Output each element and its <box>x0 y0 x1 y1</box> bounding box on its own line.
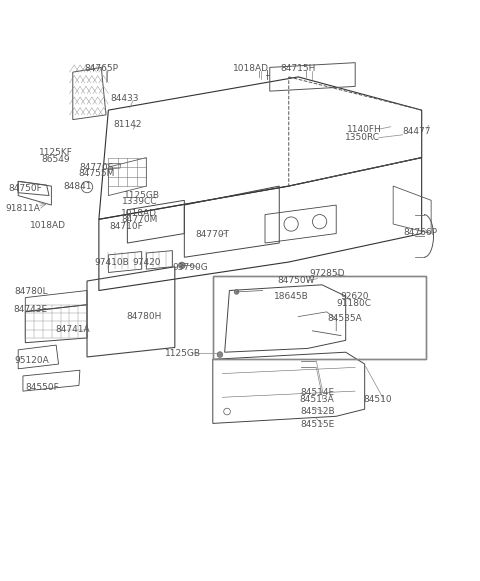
Text: 86549: 86549 <box>42 155 71 163</box>
Text: 84780H: 84780H <box>126 312 162 321</box>
Circle shape <box>179 262 185 268</box>
Text: 84770T: 84770T <box>196 231 230 239</box>
Text: 84750W: 84750W <box>277 276 315 285</box>
Text: 81142: 81142 <box>113 120 142 129</box>
Text: 93790G: 93790G <box>172 263 208 272</box>
Text: 97410B: 97410B <box>95 259 130 267</box>
Text: 1140FH: 1140FH <box>348 124 382 134</box>
Text: 84715H: 84715H <box>280 64 316 73</box>
Text: 84514E: 84514E <box>300 388 334 397</box>
Text: 97285D: 97285D <box>309 270 345 278</box>
Bar <box>213 276 426 359</box>
Text: 84743E: 84743E <box>13 305 47 314</box>
Text: 84515E: 84515E <box>300 420 335 429</box>
Text: 84770S: 84770S <box>79 163 114 171</box>
Text: 84741A: 84741A <box>56 325 90 334</box>
Text: 1125KF: 1125KF <box>39 148 73 157</box>
Text: 84750F: 84750F <box>9 184 42 193</box>
Text: 84770M: 84770M <box>121 215 157 224</box>
Text: 1125GB: 1125GB <box>166 349 202 358</box>
Text: 91180C: 91180C <box>337 299 372 309</box>
Text: 95120A: 95120A <box>14 356 49 365</box>
Text: 84710F: 84710F <box>109 222 143 231</box>
Text: 84780L: 84780L <box>15 287 48 296</box>
Text: 84765P: 84765P <box>84 64 118 73</box>
Text: 84512B: 84512B <box>300 407 335 416</box>
Text: 84477: 84477 <box>403 127 431 136</box>
Text: 1018AD: 1018AD <box>30 221 66 231</box>
Text: 91811A: 91811A <box>5 205 40 213</box>
Text: 84433: 84433 <box>111 94 139 103</box>
Text: 1339CC: 1339CC <box>121 197 157 206</box>
Circle shape <box>217 352 223 357</box>
Text: 84513A: 84513A <box>300 394 335 404</box>
Circle shape <box>234 289 239 295</box>
Text: 84766P: 84766P <box>404 228 438 237</box>
Bar <box>213 276 426 359</box>
Text: 1350RC: 1350RC <box>345 133 380 142</box>
Text: 1125GB: 1125GB <box>123 191 159 200</box>
Text: 84841: 84841 <box>63 182 92 191</box>
Text: 84510: 84510 <box>364 394 392 404</box>
Text: 1018AD: 1018AD <box>121 209 157 218</box>
Text: 97420: 97420 <box>132 259 161 267</box>
Text: 84550F: 84550F <box>25 383 59 392</box>
Text: 84755M: 84755M <box>78 168 115 178</box>
Text: 84535A: 84535A <box>327 314 362 324</box>
Text: 1018AD: 1018AD <box>233 64 269 73</box>
Text: 18645B: 18645B <box>274 292 309 301</box>
Text: 92620: 92620 <box>340 292 369 301</box>
